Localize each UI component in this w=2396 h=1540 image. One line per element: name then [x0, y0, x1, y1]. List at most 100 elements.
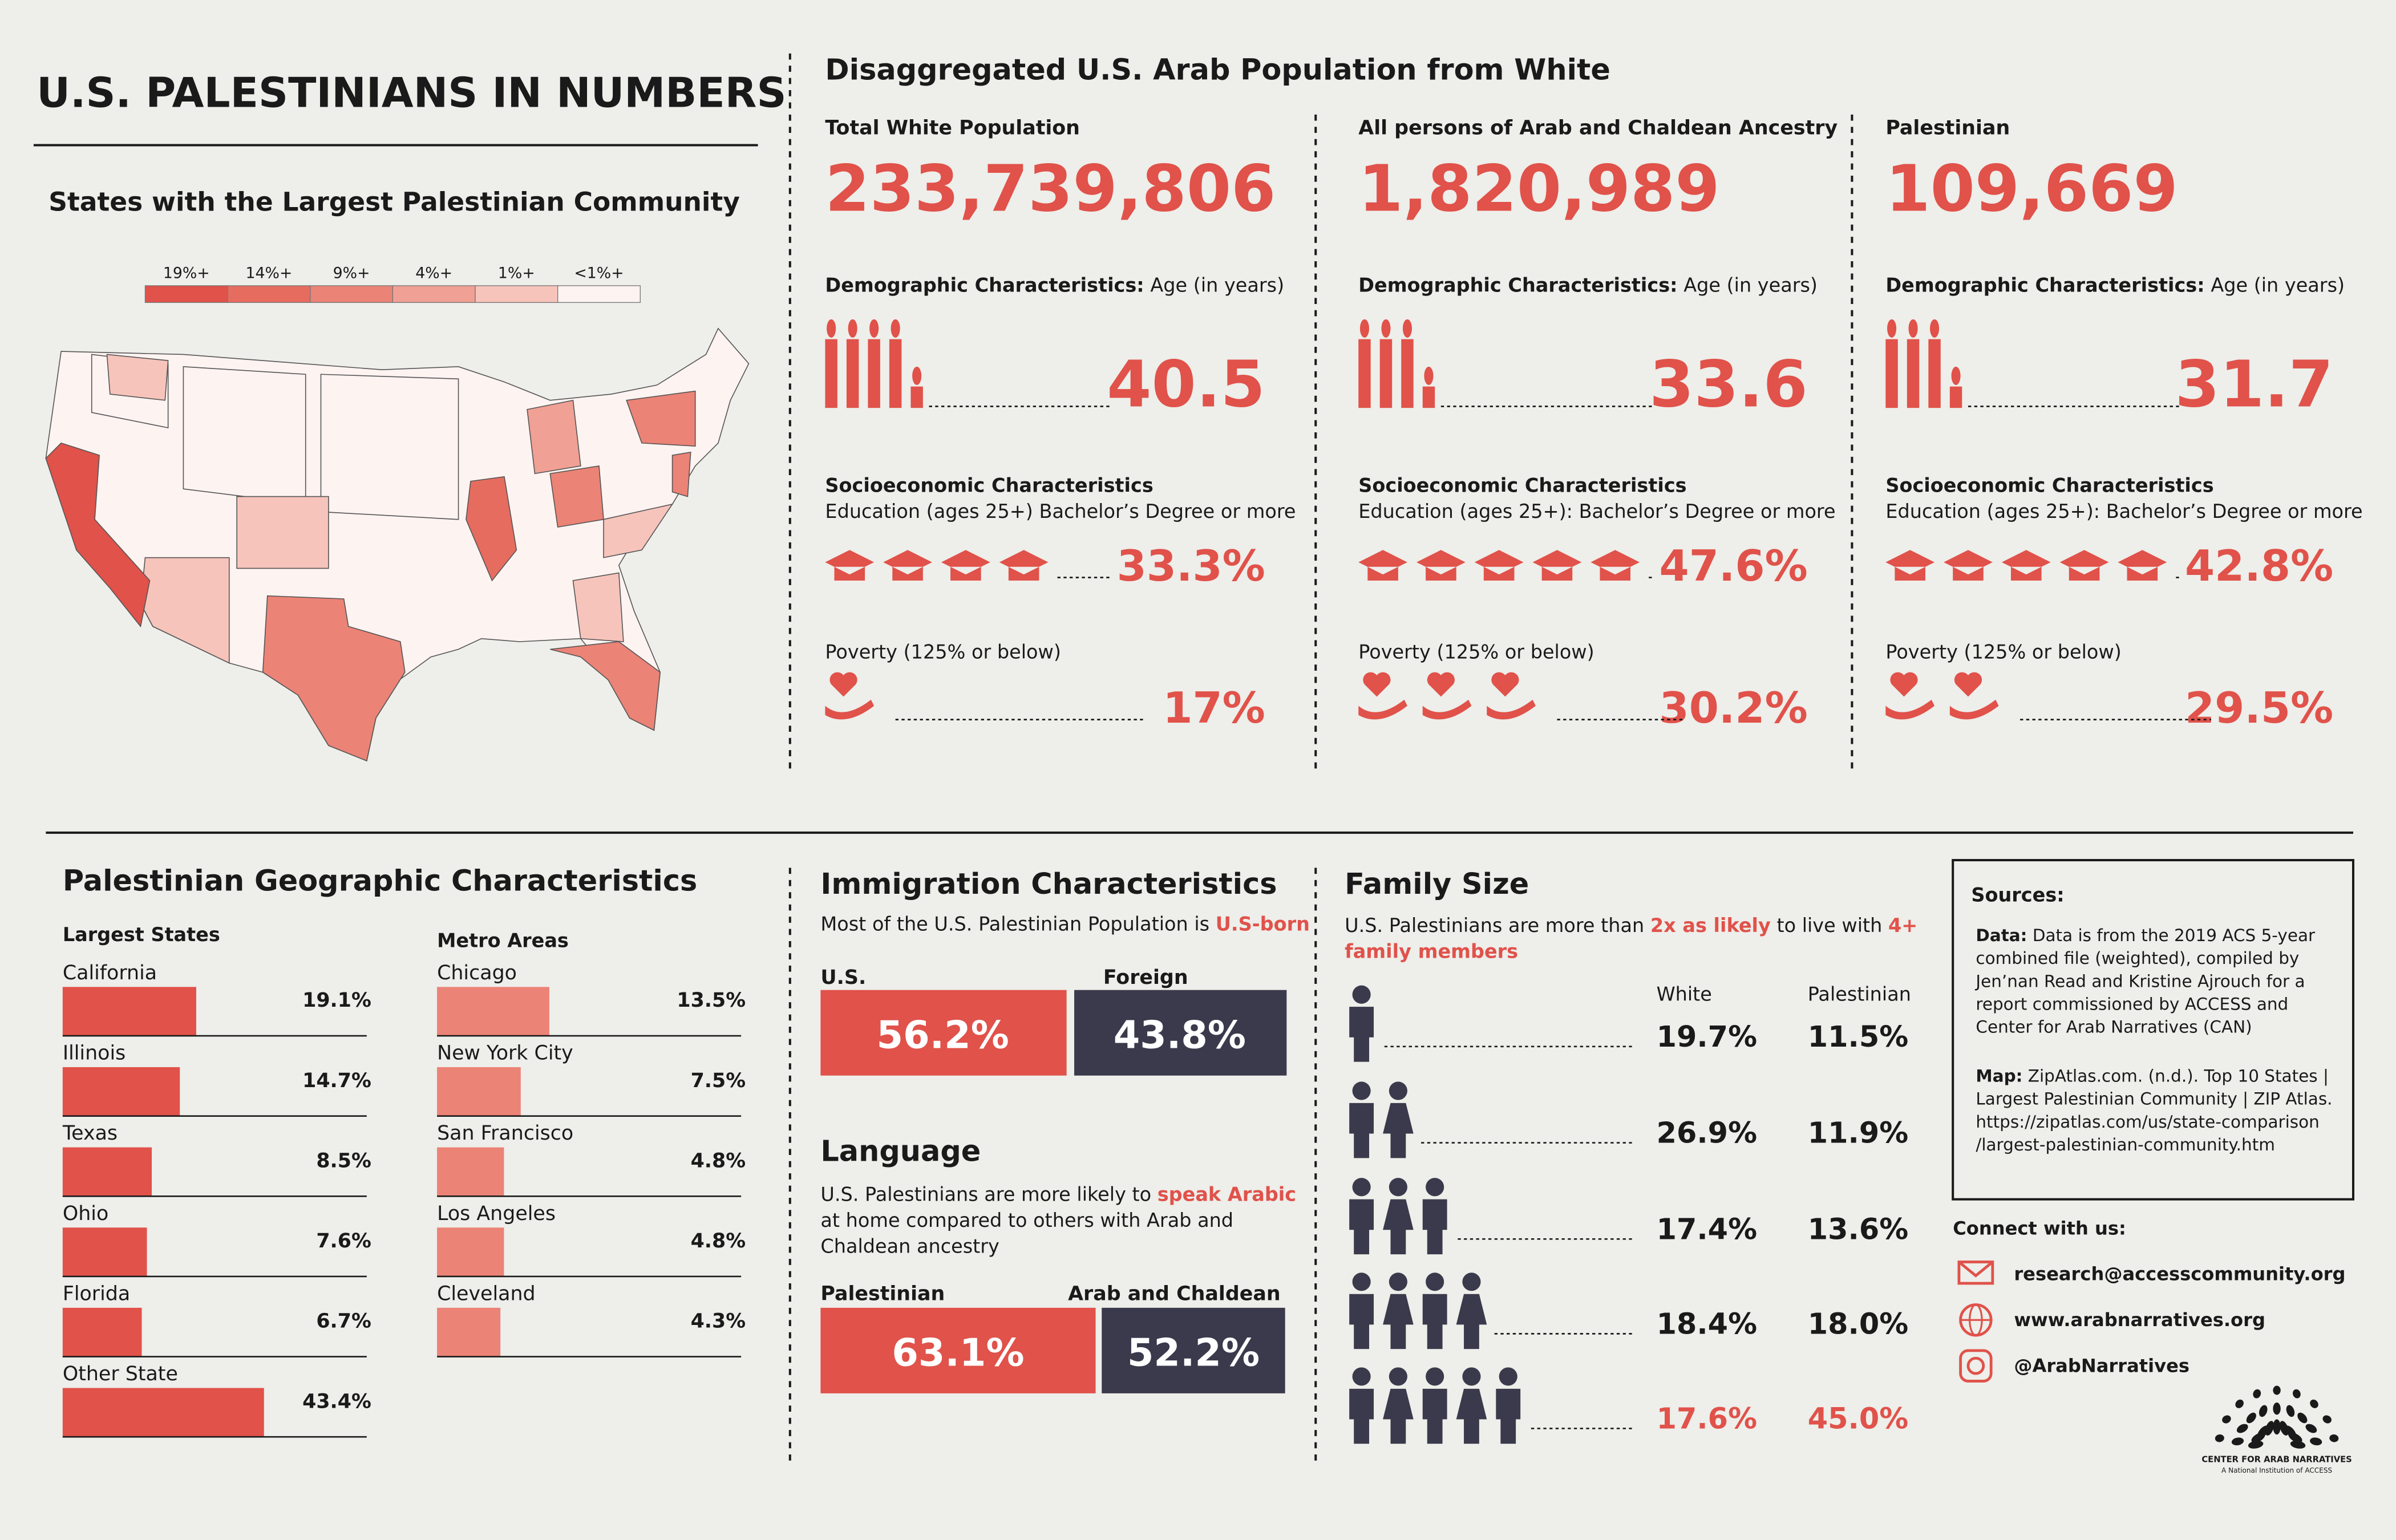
family-value: 19.7% [1657, 1020, 1757, 1054]
bar-label: U.S. [820, 966, 866, 989]
icon [1427, 672, 1455, 697]
icon-email [1958, 1261, 1994, 1278]
logo-petal [2273, 1385, 2281, 1395]
icon-social [1966, 1356, 1985, 1375]
family-value: 18.4% [1657, 1307, 1757, 1341]
bar [62, 1388, 264, 1437]
logo-name: CENTER FOR ARAB NARRATIVES [2201, 1454, 2352, 1464]
contact-web: www.arabnarratives.org [2014, 1309, 2265, 1331]
icon-social [1959, 1349, 1993, 1383]
text-part: Most of the U.S. Palestinian Population … [820, 913, 1215, 935]
value-label: 7.5% [691, 1069, 746, 1092]
highlight: speak Arabic [1157, 1183, 1296, 1205]
icon [1381, 319, 1391, 338]
contact-email: research@accesscommunity.org [2014, 1263, 2345, 1285]
value-label: 4.3% [691, 1310, 746, 1333]
icon [1532, 550, 1582, 581]
map-title: States with the Largest Palestinian Comm… [48, 187, 740, 217]
logo-petal [2236, 1424, 2248, 1433]
map-region [262, 595, 406, 762]
icon [1383, 1199, 1414, 1255]
map-region [550, 641, 661, 731]
poverty-label: Poverty (125% or below) [825, 641, 1061, 663]
icon [1462, 1367, 1481, 1386]
icon [1422, 1294, 1447, 1349]
icon [1358, 550, 1407, 581]
logo-petal [2286, 1405, 2295, 1417]
bar [437, 1147, 504, 1197]
source-line: Largest Palestinian Community | ZIP Atla… [1976, 1089, 2332, 1109]
legend-label: 9%+ [333, 264, 370, 282]
highlight: 4+ [1888, 914, 1917, 937]
value-label: 7.6% [316, 1230, 371, 1253]
logo-petal [2310, 1399, 2318, 1408]
bar-label: Foreign [1103, 966, 1188, 989]
edu-label: Education (ages 25+): Bachelor’s Degree … [1358, 500, 1835, 522]
bar [62, 1147, 152, 1197]
icon [1422, 1388, 1447, 1444]
map-region [603, 503, 674, 558]
logo-petal [2273, 1419, 2281, 1435]
icon [1426, 1272, 1444, 1291]
icon [1401, 339, 1414, 408]
icon [1928, 339, 1941, 408]
poverty-value: 30.2% [1660, 683, 1808, 733]
item-name: San Francisco [437, 1122, 573, 1145]
icon [1590, 550, 1640, 581]
bar [62, 987, 196, 1036]
group-label: Total White Population [825, 117, 1080, 140]
item-name: Other State [63, 1363, 178, 1385]
icon [1358, 699, 1407, 720]
source-line: report commissioned by ACCESS and [1976, 995, 2288, 1014]
logo-petal [2293, 1389, 2301, 1399]
item-name: Florida [63, 1282, 130, 1305]
icon [1422, 386, 1435, 408]
poverty-value: 17% [1163, 683, 1265, 733]
icon [889, 339, 902, 408]
source-line: Center for Arab Narratives (CAN) [1976, 1018, 2252, 1037]
value-label: 4.8% [691, 1149, 746, 1172]
icon [2001, 550, 2051, 581]
box-value: 43.8% [1114, 1013, 1246, 1057]
family-text: family members [1345, 940, 1518, 962]
list-heading: Largest States [63, 923, 220, 946]
highlight: U.S-born [1216, 913, 1310, 935]
box-value: 56.2% [877, 1013, 1009, 1057]
bar-label: Arab and Chaldean [1068, 1282, 1281, 1305]
source-line: /largest-palestinian-community.htm [1976, 1135, 2275, 1154]
map-region [320, 374, 459, 520]
logo-petal [2231, 1437, 2244, 1446]
icon [1426, 1367, 1444, 1386]
icon [829, 672, 857, 697]
icon [2118, 550, 2167, 581]
icon [1424, 366, 1434, 385]
icon [1383, 1103, 1414, 1158]
language-text: at home compared to others with Arab and [820, 1209, 1233, 1231]
immigration-text: Most of the U.S. Palestinian Population … [820, 913, 1310, 935]
logo-petal [2246, 1412, 2256, 1424]
legend-swatch [557, 285, 641, 303]
list-heading: Metro Areas [437, 930, 569, 952]
language-text: Chaldean ancestry [820, 1235, 999, 1257]
box-value: 52.2% [1127, 1331, 1260, 1375]
value-label: 6.7% [316, 1310, 371, 1333]
item-name: Chicago [437, 962, 517, 984]
icon [1352, 1367, 1371, 1386]
poverty-label: Poverty (125% or below) [1885, 641, 2121, 663]
icon [868, 339, 880, 408]
group-label: Palestinian [1885, 117, 2010, 140]
section-title: Language [820, 1135, 981, 1169]
item-name: New York City [437, 1042, 573, 1065]
icon [1474, 550, 1524, 581]
edu-value: 33.3% [1117, 541, 1265, 591]
icon [1944, 550, 1993, 581]
text-part: Demographic Characteristics: [1885, 274, 2204, 297]
value-label: 43.4% [302, 1390, 371, 1413]
language-text: U.S. Palestinians are more likely to spe… [820, 1183, 1296, 1205]
icon [1352, 1081, 1371, 1100]
section-title: Family Size [1345, 868, 1529, 901]
map-region [572, 572, 624, 642]
box [1074, 990, 1287, 1076]
legend-label: 1%+ [498, 264, 535, 282]
icon [1359, 319, 1369, 338]
